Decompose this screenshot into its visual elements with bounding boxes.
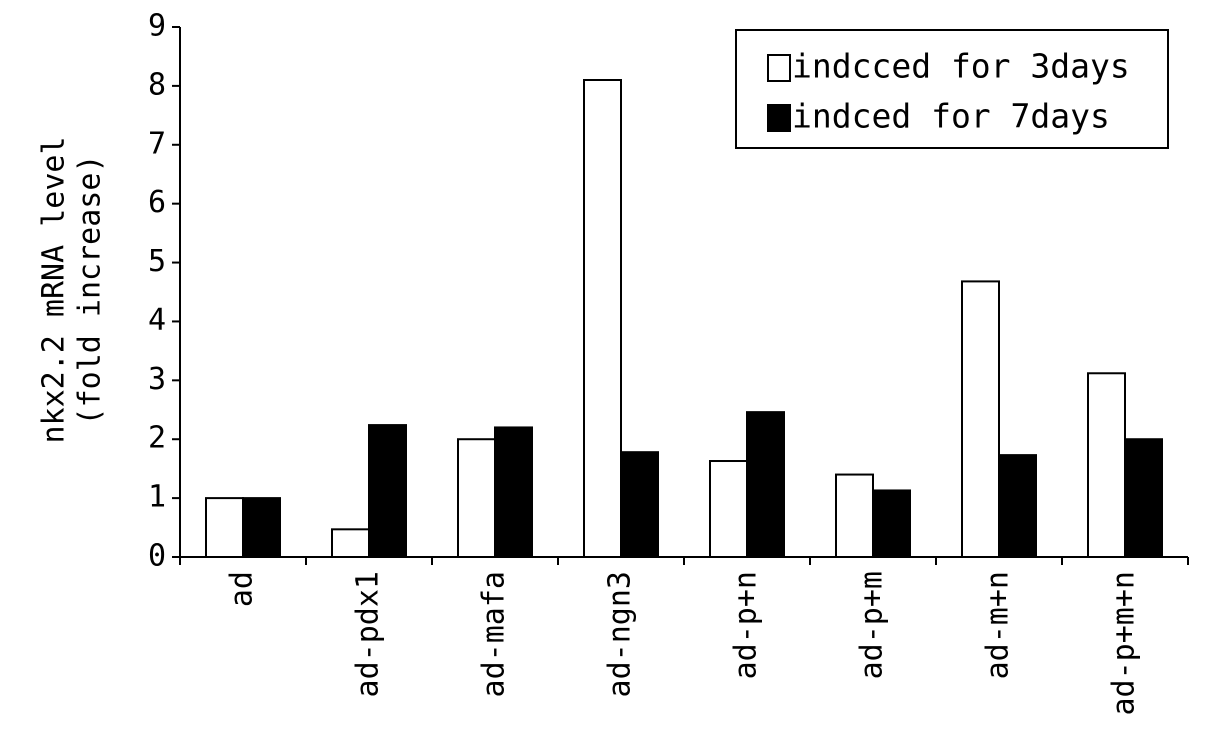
x-tick-label: ad-ngn3 <box>603 571 638 697</box>
bar <box>583 79 622 558</box>
bar <box>331 528 370 558</box>
bar <box>620 451 659 558</box>
y-tick-label: 0 <box>148 539 166 574</box>
bar <box>368 424 407 559</box>
y-tick-label: 7 <box>148 126 166 161</box>
legend-swatch <box>767 54 791 82</box>
bar <box>1087 372 1126 558</box>
bar <box>961 280 1000 558</box>
legend-label: indced for 7days <box>792 97 1110 136</box>
bar <box>998 454 1037 558</box>
y-tick-label: 4 <box>148 303 166 338</box>
y-tick-label: 2 <box>148 421 166 456</box>
bar <box>494 426 533 559</box>
legend-swatch <box>767 104 791 132</box>
x-tick-label: ad-p+m <box>855 571 890 679</box>
x-tick-label: ad-mafa <box>477 571 512 697</box>
y-tick-label: 9 <box>148 9 166 44</box>
bar <box>835 473 874 558</box>
bar <box>205 497 244 559</box>
bar <box>709 460 748 558</box>
y-label-line: nkx2.2 mRNA level <box>37 136 72 443</box>
bar <box>457 438 496 559</box>
x-tick-label: ad-p+n <box>729 571 764 679</box>
x-tick-label: ad-pdx1 <box>351 571 386 697</box>
x-tick-label: ad-m+n <box>981 571 1016 679</box>
y-tick-label: 1 <box>148 480 166 515</box>
legend-label: indcced for 3days <box>792 47 1130 86</box>
y-tick-label: 5 <box>148 244 166 279</box>
y-label-line: (fold increase) <box>73 155 108 426</box>
x-tick-label: ad <box>225 571 260 607</box>
bar <box>242 497 281 559</box>
y-label: nkx2.2 mRNA level (fold increase) <box>37 136 108 443</box>
bar <box>1124 438 1163 559</box>
y-tick-label: 8 <box>148 67 166 102</box>
bar <box>872 489 911 559</box>
x-tick-label: ad-p+m+n <box>1107 571 1142 716</box>
y-tick-label: 6 <box>148 185 166 220</box>
legend-box <box>735 29 1169 149</box>
y-tick-label: 3 <box>148 362 166 397</box>
bar <box>746 411 785 558</box>
